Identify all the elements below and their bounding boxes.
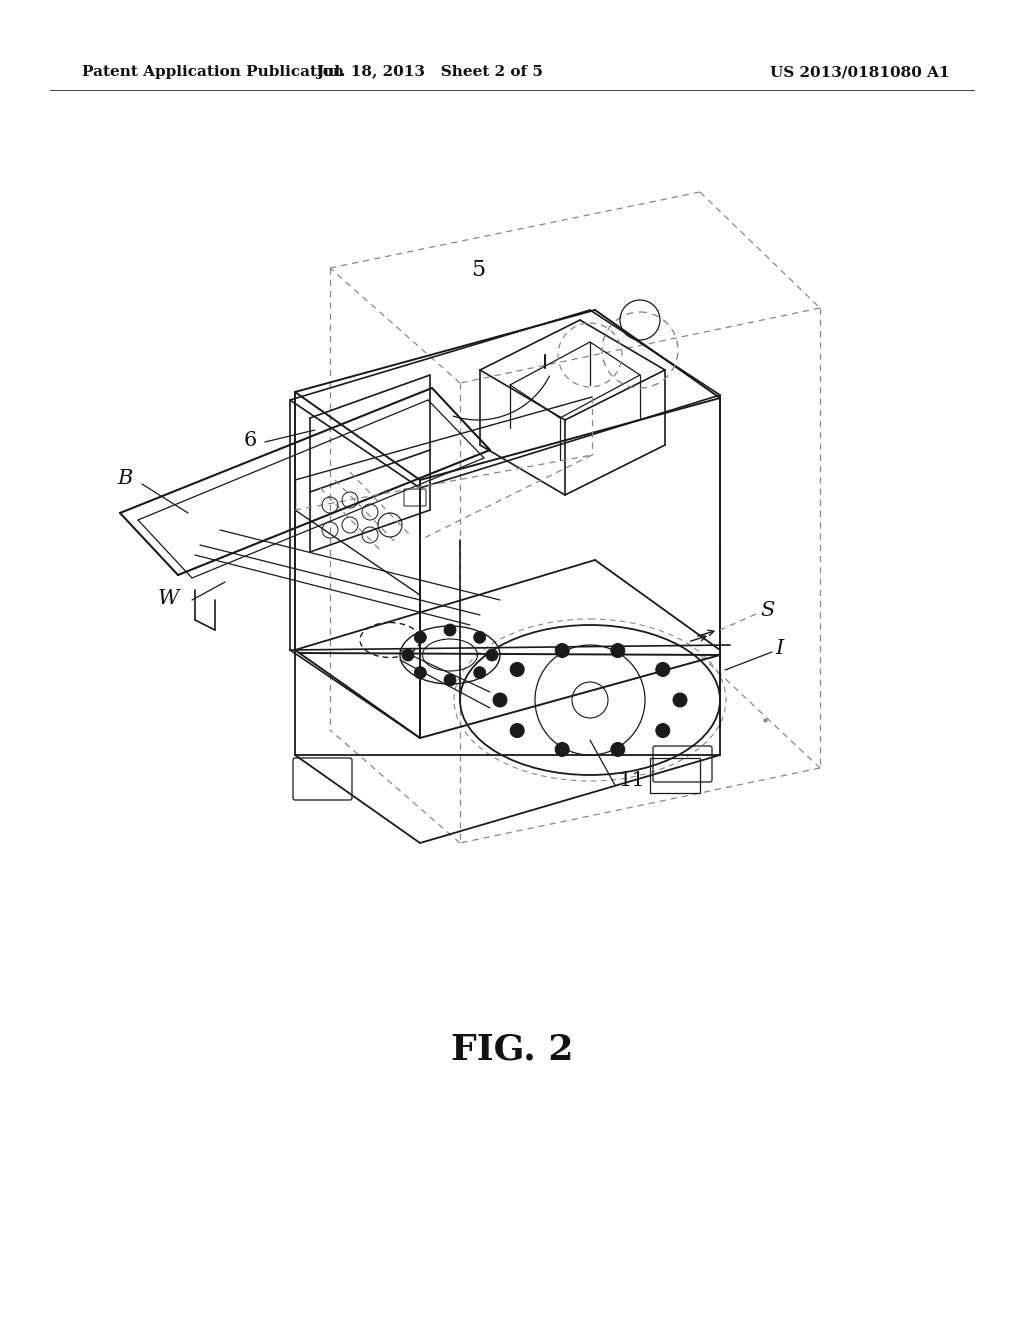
Text: I: I bbox=[775, 639, 783, 657]
Text: FIG. 2: FIG. 2 bbox=[451, 1034, 573, 1067]
Text: B: B bbox=[118, 469, 133, 487]
Circle shape bbox=[415, 667, 426, 678]
Circle shape bbox=[673, 693, 687, 708]
Text: W: W bbox=[158, 589, 179, 607]
Circle shape bbox=[655, 723, 670, 738]
Circle shape bbox=[493, 693, 507, 708]
Text: 11: 11 bbox=[618, 771, 645, 789]
Text: Patent Application Publication: Patent Application Publication bbox=[82, 65, 344, 79]
Circle shape bbox=[610, 742, 625, 756]
Circle shape bbox=[510, 663, 524, 676]
Circle shape bbox=[474, 631, 485, 643]
Circle shape bbox=[415, 631, 426, 643]
Text: US 2013/0181080 A1: US 2013/0181080 A1 bbox=[770, 65, 950, 79]
Text: S: S bbox=[760, 601, 774, 619]
Circle shape bbox=[402, 649, 414, 661]
Circle shape bbox=[444, 675, 456, 686]
Circle shape bbox=[555, 644, 569, 657]
Circle shape bbox=[510, 723, 524, 738]
Text: 5: 5 bbox=[471, 259, 485, 281]
Circle shape bbox=[555, 742, 569, 756]
Circle shape bbox=[610, 644, 625, 657]
Circle shape bbox=[486, 649, 498, 661]
Text: 6: 6 bbox=[244, 430, 257, 450]
Circle shape bbox=[444, 624, 456, 636]
Text: Jul. 18, 2013   Sheet 2 of 5: Jul. 18, 2013 Sheet 2 of 5 bbox=[316, 65, 544, 79]
Circle shape bbox=[655, 663, 670, 676]
Circle shape bbox=[474, 667, 485, 678]
